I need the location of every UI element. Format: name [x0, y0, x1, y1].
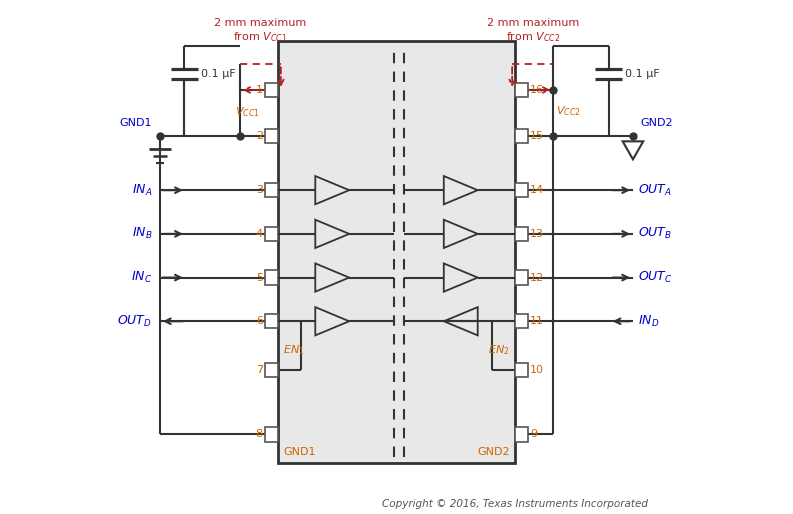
Text: 11: 11	[531, 316, 544, 326]
Text: 14: 14	[531, 185, 544, 195]
Text: $IN_B$: $IN_B$	[132, 226, 152, 242]
Bar	[515, 227, 527, 241]
Text: $V_{CC2}$: $V_{CC2}$	[556, 104, 580, 118]
Text: 6: 6	[256, 316, 262, 326]
Text: $V_{CC1}$: $V_{CC1}$	[235, 105, 260, 119]
Bar	[515, 83, 527, 97]
Text: $OUT_A$: $OUT_A$	[638, 182, 672, 198]
Bar	[266, 270, 278, 285]
Text: 7: 7	[255, 365, 262, 375]
Text: 9: 9	[531, 429, 538, 439]
Bar	[515, 427, 527, 442]
Text: $IN_D$: $IN_D$	[638, 314, 660, 329]
Text: GND2: GND2	[641, 119, 673, 128]
Bar	[515, 183, 527, 197]
Bar	[266, 227, 278, 241]
Text: $IN_C$: $IN_C$	[131, 270, 152, 285]
Text: GND1: GND1	[283, 447, 316, 457]
Text: $IN_A$: $IN_A$	[132, 182, 152, 198]
Text: 8: 8	[255, 429, 262, 439]
Text: Copyright © 2016, Texas Instruments Incorporated: Copyright © 2016, Texas Instruments Inco…	[382, 499, 649, 509]
Text: 0.1 μF: 0.1 μF	[201, 69, 236, 79]
Bar	[266, 427, 278, 442]
Text: 5: 5	[256, 272, 262, 283]
Text: 2 mm maximum
from $V_{CC1}$: 2 mm maximum from $V_{CC1}$	[214, 18, 306, 44]
Bar	[266, 129, 278, 143]
Bar	[278, 41, 515, 463]
Bar	[515, 270, 527, 285]
Text: 10: 10	[531, 365, 544, 375]
Text: 12: 12	[531, 272, 544, 283]
Bar	[266, 83, 278, 97]
Text: 3: 3	[256, 185, 262, 195]
Bar	[266, 363, 278, 377]
Text: 4: 4	[255, 229, 262, 239]
Text: $OUT_C$: $OUT_C$	[638, 270, 672, 285]
Text: $OUT_D$: $OUT_D$	[117, 314, 152, 329]
Bar	[515, 129, 527, 143]
Bar	[515, 363, 527, 377]
Text: 1: 1	[256, 85, 262, 95]
Text: 0.1 μF: 0.1 μF	[625, 69, 660, 79]
Text: GND2: GND2	[477, 447, 510, 457]
Text: $EN_2$: $EN_2$	[488, 343, 510, 357]
Text: GND1: GND1	[120, 119, 152, 128]
Text: 2: 2	[255, 131, 262, 141]
Text: 2 mm maximum
from $V_{CC2}$: 2 mm maximum from $V_{CC2}$	[487, 18, 579, 44]
Text: 13: 13	[531, 229, 544, 239]
Bar	[266, 183, 278, 197]
Text: 16: 16	[531, 85, 544, 95]
Text: $EN_1$: $EN_1$	[283, 343, 305, 357]
Text: 15: 15	[531, 131, 544, 141]
Text: $OUT_B$: $OUT_B$	[638, 226, 672, 242]
Bar	[515, 314, 527, 328]
Bar	[266, 314, 278, 328]
